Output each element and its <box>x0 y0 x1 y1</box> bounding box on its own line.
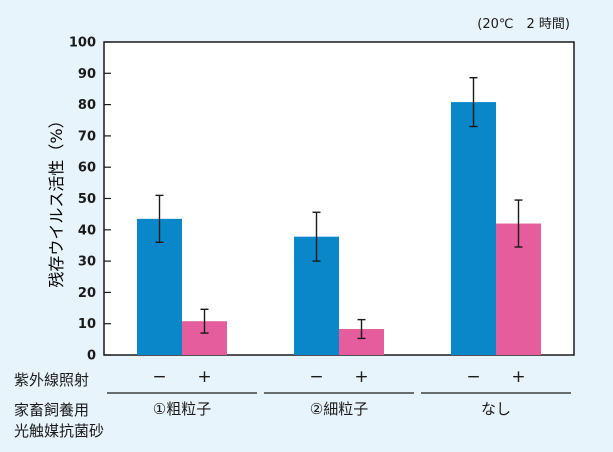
uv-sign: − <box>466 367 480 387</box>
y-tick-label: 90 <box>78 67 96 82</box>
y-tick-label: 20 <box>78 286 96 301</box>
bar <box>451 102 496 355</box>
uv-sign: + <box>354 367 368 387</box>
y-tick-label: 60 <box>78 161 96 176</box>
sample-row-label-line1: 家畜飼養用 <box>14 401 89 419</box>
uv-sign: − <box>152 367 166 387</box>
uv-row-label: 紫外線照射 <box>14 371 89 389</box>
y-tick-label: 0 <box>87 349 96 364</box>
condition-note: (20℃ 2 時間) <box>477 17 570 32</box>
y-axis-label: 残存ウイルス活性（%） <box>47 112 66 287</box>
uv-sign: − <box>309 367 323 387</box>
y-tick-label: 100 <box>69 36 96 51</box>
uv-sign: + <box>197 367 211 387</box>
error-bars <box>155 76 523 340</box>
y-tick-label: 70 <box>78 129 96 144</box>
category-label: ①粗粒子 <box>153 400 211 418</box>
y-tick-label: 40 <box>78 223 96 238</box>
uv-sign: + <box>511 367 525 387</box>
sample-row-label-line2: 光触媒抗菌砂 <box>14 422 104 440</box>
category-label: ②細粒子 <box>310 400 368 418</box>
y-tick-label: 30 <box>78 255 96 270</box>
y-tick-label: 50 <box>78 192 96 207</box>
category-label: なし <box>481 400 511 418</box>
y-axis-ticks: 0 10 20 30 40 50 60 70 80 90 100 <box>69 36 111 364</box>
y-tick-label: 80 <box>78 98 96 113</box>
y-tick-label: 10 <box>78 317 96 332</box>
condition-rows: − +①粗粒子− +②細粒子− +なし <box>107 367 571 418</box>
